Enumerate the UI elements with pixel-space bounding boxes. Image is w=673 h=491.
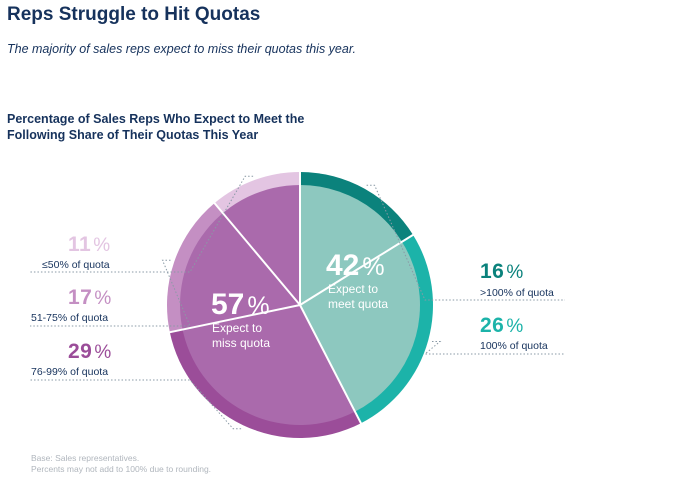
percent-symbol: % [247, 292, 270, 320]
slice-value-51-75: 17% [68, 286, 112, 310]
slice-value-over-100: 16% [480, 260, 524, 284]
slice-value-76-99: 29% [68, 340, 112, 364]
group-value-miss: 57% [211, 288, 270, 322]
percent-symbol: % [94, 288, 112, 309]
slice-label-over-100: >100% of quota [480, 287, 554, 299]
group-label-meet: Expect to meet quota [328, 282, 388, 312]
leader-line-0 [366, 184, 565, 301]
group-value-number: 42 [326, 249, 360, 282]
slice-divider-4 [213, 201, 301, 306]
slice-divider-2 [299, 304, 363, 425]
group-label-line: meet quota [328, 297, 389, 311]
chart-title-line-1: Percentage of Sales Reps Who Expect to M… [7, 112, 305, 126]
percent-symbol: % [94, 342, 112, 363]
slice-value-number: 11 [68, 233, 92, 256]
slice-label-51-75: 51-75% of quota [31, 312, 109, 324]
slice-value-number: 16 [480, 260, 505, 283]
page-subtitle: The majority of sales reps expect to mis… [7, 42, 356, 56]
percent-symbol: % [506, 262, 524, 283]
leader-line-3 [30, 259, 191, 327]
group-value-meet: 42% [326, 249, 385, 283]
footnote-base: Base: Sales representatives. [31, 453, 140, 463]
percent-symbol: % [93, 235, 111, 256]
slice-label-100: 100% of quota [480, 340, 548, 352]
slice-value-number: 17 [68, 286, 93, 309]
slice-value-100: 26% [480, 314, 524, 338]
page-title: Reps Struggle to Hit Quotas [7, 4, 261, 25]
slice-value-under-50: 11% [68, 233, 111, 257]
pie-group-miss [180, 185, 355, 425]
group-label-line: Expect to [212, 321, 263, 335]
chart-title: Percentage of Sales Reps Who Expect to M… [7, 111, 304, 143]
slice-label-under-50: ≤50% of quota [42, 259, 110, 271]
leader-line-1 [423, 341, 565, 355]
pie-group-meet [300, 185, 421, 412]
slice-divider-1 [299, 233, 415, 306]
leader-line-4 [30, 175, 254, 273]
group-value-number: 57 [211, 288, 245, 321]
slice-divider-3 [168, 304, 301, 334]
leader-line-2 [30, 379, 242, 430]
slice-value-number: 26 [480, 314, 505, 337]
slice-value-number: 29 [68, 340, 93, 363]
group-label-miss: Expect to miss quota [212, 321, 270, 351]
percent-symbol: % [506, 316, 524, 337]
group-label-line: miss quota [212, 336, 271, 350]
chart-title-line-2: Following Share of Their Quotas This Yea… [7, 128, 259, 142]
footnote-rounding: Percents may not add to 100% due to roun… [31, 464, 212, 474]
percent-symbol: % [362, 253, 385, 281]
slice-label-76-99: 76-99% of quota [31, 366, 109, 378]
group-label-line: Expect to [328, 282, 379, 296]
